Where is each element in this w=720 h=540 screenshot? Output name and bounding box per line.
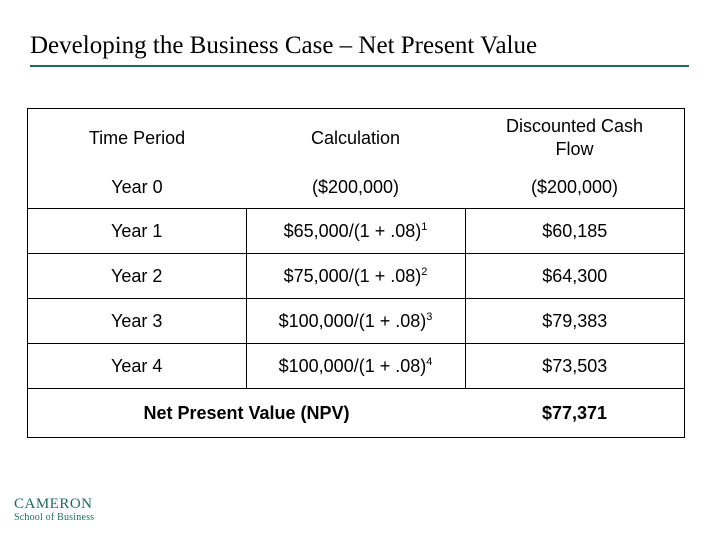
dcf-cell: $64,300 bbox=[465, 253, 685, 299]
period-cell: Year 4 bbox=[27, 343, 246, 389]
table-row: Year 2 $75,000/(1 + .08)2 $64,300 bbox=[27, 253, 685, 299]
npv-value: $77,371 bbox=[465, 388, 685, 438]
table-row: Year 3 $100,000/(1 + .08)3 $79,383 bbox=[27, 298, 685, 344]
npv-total-row: Net Present Value (NPV) $77,371 bbox=[27, 388, 685, 438]
calc-cell: ($200,000) bbox=[246, 167, 465, 209]
calc-cell: $65,000/(1 + .08)1 bbox=[245, 208, 466, 254]
calc-text: $65,000/(1 + .08) bbox=[283, 220, 422, 241]
table-header-row: Time Period Calculation Discounted Cash … bbox=[28, 109, 685, 168]
dcf-cell: $60,185 bbox=[465, 208, 685, 254]
calc-cell: $100,000/(1 + .08)4 bbox=[245, 343, 466, 389]
calc-cell: $75,000/(1 + .08)2 bbox=[245, 253, 466, 299]
table-row: Year 0 ($200,000) ($200,000) bbox=[28, 167, 685, 209]
title-divider bbox=[30, 65, 689, 67]
npv-label: Net Present Value (NPV) bbox=[27, 388, 465, 438]
calc-text: $100,000/(1 + .08) bbox=[278, 310, 427, 331]
period-cell: Year 3 bbox=[27, 298, 246, 344]
calc-exponent: 3 bbox=[426, 310, 433, 323]
logo-main-text: CAMERON bbox=[14, 496, 93, 512]
header-calculation: Calculation bbox=[310, 127, 401, 148]
calc-text: ($200,000) bbox=[311, 177, 400, 197]
calc-text: $100,000/(1 + .08) bbox=[278, 355, 427, 376]
cameron-logo: CAMERON School of Business bbox=[14, 496, 100, 530]
header-time-period: Time Period bbox=[88, 127, 186, 148]
logo-sub-text: School of Business bbox=[14, 512, 95, 523]
slide-title: Developing the Business Case – Net Prese… bbox=[30, 32, 538, 59]
dcf-cell: $73,503 bbox=[465, 343, 685, 389]
header-discounted-cash-flow: Discounted Cash Flow bbox=[465, 109, 685, 168]
period-cell: Year 2 bbox=[27, 253, 246, 299]
dcf-cell: ($200,000) bbox=[530, 177, 619, 197]
table-row: Year 1 $65,000/(1 + .08)1 $60,185 bbox=[27, 208, 685, 254]
dcf-cell: $79,383 bbox=[465, 298, 685, 344]
calc-exponent: 2 bbox=[421, 265, 428, 278]
calc-exponent: 4 bbox=[426, 355, 433, 368]
calc-exponent: 1 bbox=[421, 220, 428, 233]
header-dcf-text: Discounted Cash Flow bbox=[505, 116, 644, 159]
calc-cell: $100,000/(1 + .08)3 bbox=[245, 298, 466, 344]
calc-text: $75,000/(1 + .08) bbox=[283, 265, 422, 286]
period-cell: Year 0 bbox=[111, 177, 163, 197]
npv-table: Time Period Calculation Discounted Cash … bbox=[27, 108, 685, 438]
table-row: Year 4 $100,000/(1 + .08)4 $73,503 bbox=[27, 343, 685, 389]
period-cell: Year 1 bbox=[27, 208, 246, 254]
